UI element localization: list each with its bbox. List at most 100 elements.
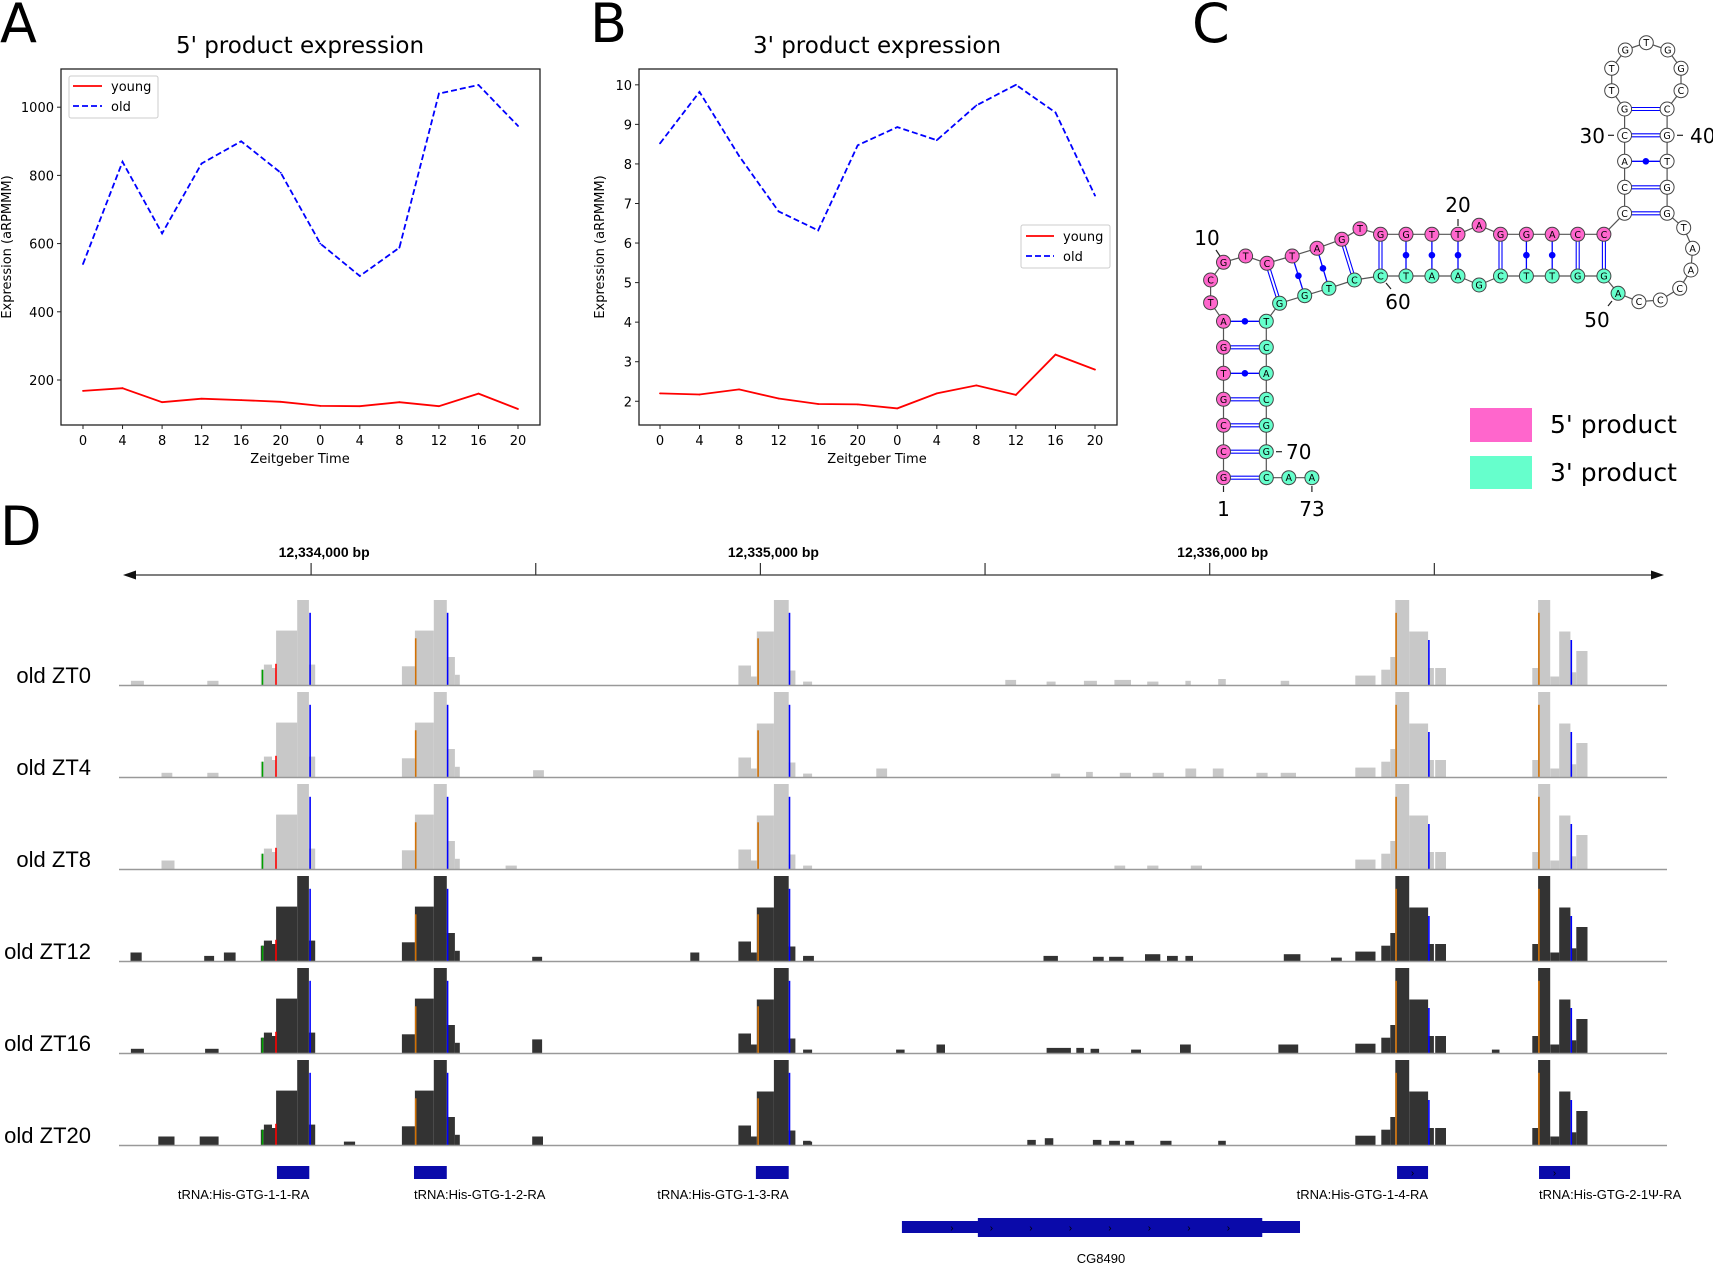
coverage-bar <box>532 956 543 962</box>
chart-a-series-old-point <box>398 246 401 249</box>
chart-b-axes-frame <box>638 68 1118 426</box>
track-label: old ZT4 <box>16 755 91 780</box>
coverage-bar <box>1046 681 1056 685</box>
nucleotide-31 <box>1617 101 1633 117</box>
coverage-bar <box>803 955 814 961</box>
coverage-bar <box>788 670 796 685</box>
coverage-bar <box>401 666 415 685</box>
nucleotide-61 <box>1346 272 1362 288</box>
coverage-bar <box>803 681 813 685</box>
coverage-bar <box>1390 1117 1396 1146</box>
chart-b-series-old-point <box>856 144 859 147</box>
coverage-bar <box>1538 692 1551 777</box>
coverage-bar <box>401 942 415 961</box>
position-label-70: 70 <box>1286 440 1311 464</box>
mismatch-bar <box>1395 1072 1397 1146</box>
track-label: old ZT20 <box>4 1123 91 1148</box>
coverage-bar <box>788 1038 796 1053</box>
pair-dot <box>1548 251 1556 259</box>
chart-a-title: 5' product expression <box>176 33 424 59</box>
nucleotide-16 <box>1352 221 1368 237</box>
mismatch-bar <box>1538 704 1540 778</box>
gene-label: tRNA:His-GTG-1-3-RA <box>657 1187 789 1202</box>
gene-box <box>276 1166 310 1179</box>
nucleotide-letter: A <box>1309 473 1316 484</box>
mismatch-bar <box>414 730 417 778</box>
nucleotide-letter: C <box>1676 284 1683 295</box>
mismatch-bar <box>1538 888 1540 962</box>
nucleotide-letter: G <box>1663 131 1670 142</box>
mismatch-bar <box>1570 916 1573 962</box>
nucleotide-letter: G <box>1574 272 1581 283</box>
coverage-bar <box>1145 954 1161 961</box>
strand-arrow-icon: › <box>1187 1223 1190 1234</box>
coverage-bar <box>1409 1091 1429 1145</box>
coverage-bar <box>1532 1128 1539 1145</box>
coverage-bar <box>263 1124 272 1145</box>
chart-a-series-old-point <box>82 263 84 265</box>
chart-a-series-young-line <box>82 387 519 410</box>
mismatch-bar <box>1570 1008 1573 1054</box>
chart-a: 5' product expression Zeitgeber Time Exp… <box>0 33 541 467</box>
strand-arrow-icon: › <box>1108 1223 1111 1234</box>
mismatch-bar <box>1428 824 1430 870</box>
coverage-bar <box>272 852 276 869</box>
nucleotide-letter: A <box>1220 317 1227 328</box>
nucleotide-56 <box>1471 277 1487 293</box>
coverage-bar <box>1550 860 1560 869</box>
chart-b-y-tick-label: 5 <box>624 277 632 292</box>
coverage-bar <box>1212 768 1224 777</box>
mismatch-bar <box>788 704 791 778</box>
coverage-bar <box>297 968 309 1053</box>
chart-a-series-young-point <box>200 397 203 400</box>
nucleotide-30 <box>1617 127 1633 143</box>
gc-pair-bond <box>1270 269 1280 297</box>
coverage-bar <box>276 906 298 961</box>
gene-label: tRNA:His-GTG-2-1Ψ-RA <box>1539 1187 1682 1202</box>
nucleotide-17 <box>1373 226 1388 242</box>
nucleotide-letter: C <box>1263 343 1270 354</box>
coverage-bar <box>1395 600 1410 685</box>
coverage-bar <box>773 1060 789 1145</box>
coverage-bar <box>756 1091 774 1145</box>
nucleotide-22 <box>1493 226 1508 242</box>
nucleotide-5 <box>1216 365 1231 381</box>
chart-b-series-young-point <box>1054 353 1057 356</box>
mismatch-bar <box>414 1006 417 1054</box>
coverage-bar <box>1559 631 1571 685</box>
mismatch-bar <box>446 612 449 686</box>
nucleotide-65 <box>1258 313 1274 329</box>
nucleotide-18 <box>1398 226 1414 242</box>
chart-b-series-young-point <box>856 403 859 406</box>
mismatch-bar <box>788 1072 791 1146</box>
nucleotide-21 <box>1471 217 1487 233</box>
mismatch-bar <box>1428 640 1430 686</box>
coverage-bar <box>433 876 447 961</box>
nucleotide-29 <box>1617 153 1633 169</box>
coverage-bar <box>1331 957 1342 961</box>
nucleotide-8 <box>1203 295 1219 311</box>
mismatch-bar <box>275 663 277 686</box>
gene-feature: › tRNA:His-GTG-1-4-RA <box>1297 1166 1428 1202</box>
nucleotide-letter: G <box>1523 230 1530 241</box>
nucleotide-letter: C <box>1657 296 1664 307</box>
mismatch-bar <box>261 669 264 685</box>
coverage-bar <box>738 757 751 778</box>
coverage-bar <box>401 1034 415 1053</box>
chart-a-x-tick-label: 12 <box>431 434 448 449</box>
chart-b-x-tick-label: 20 <box>849 434 866 449</box>
mismatch-bar <box>757 730 759 778</box>
nucleotide-letter: A <box>1263 369 1270 380</box>
chart-b-y-tick-label: 7 <box>624 197 632 212</box>
coverage-bar <box>205 1048 219 1054</box>
chart-b-series-old-point <box>935 139 938 142</box>
pair-dot <box>1428 251 1436 259</box>
mismatch-bar <box>1538 980 1540 1054</box>
mismatch-bar <box>414 914 417 962</box>
chart-a-series-young-point <box>161 401 163 404</box>
nucleotide-letter: T <box>1402 272 1409 283</box>
nucleotide-letter: T <box>1262 317 1269 328</box>
chart-a-series-young-point <box>517 408 519 410</box>
nucleotide-letter: G <box>1497 230 1504 241</box>
